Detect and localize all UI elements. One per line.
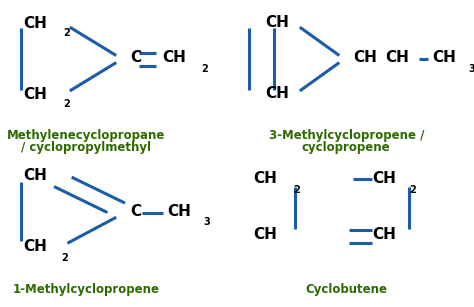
Text: 3: 3 [203, 217, 210, 227]
Text: CH: CH [432, 50, 456, 65]
Text: 2: 2 [63, 28, 70, 38]
Text: CH: CH [372, 227, 396, 243]
Text: Methylenecyclopropane: Methylenecyclopropane [7, 129, 165, 142]
Text: CH: CH [23, 16, 47, 31]
Text: 3: 3 [468, 64, 474, 74]
Text: CH: CH [265, 86, 289, 101]
Text: 3-Methylcyclopropene /: 3-Methylcyclopropene / [269, 129, 424, 142]
Text: CH: CH [265, 15, 289, 30]
Text: 2: 2 [293, 185, 300, 195]
Text: CH: CH [386, 50, 410, 65]
Text: CH: CH [353, 50, 377, 65]
Text: CH: CH [372, 171, 396, 186]
Text: CH: CH [23, 169, 47, 184]
Text: CH: CH [163, 50, 187, 65]
Text: 2: 2 [63, 99, 70, 109]
Text: C: C [130, 50, 141, 65]
Text: C: C [130, 204, 141, 219]
Text: 1-Methylcyclopropene: 1-Methylcyclopropene [12, 283, 160, 296]
Text: 2: 2 [409, 185, 416, 195]
Text: / cyclopropylmethyl: / cyclopropylmethyl [21, 141, 151, 154]
Text: CH: CH [253, 227, 277, 243]
Text: cyclopropene: cyclopropene [302, 141, 391, 154]
Text: 2: 2 [201, 64, 208, 74]
Text: CH: CH [23, 239, 47, 254]
Text: CH: CH [23, 87, 47, 102]
Text: CH: CH [253, 171, 277, 186]
Text: CH: CH [167, 204, 191, 219]
Text: 2: 2 [62, 253, 68, 263]
Text: Cyclobutene: Cyclobutene [305, 283, 387, 296]
